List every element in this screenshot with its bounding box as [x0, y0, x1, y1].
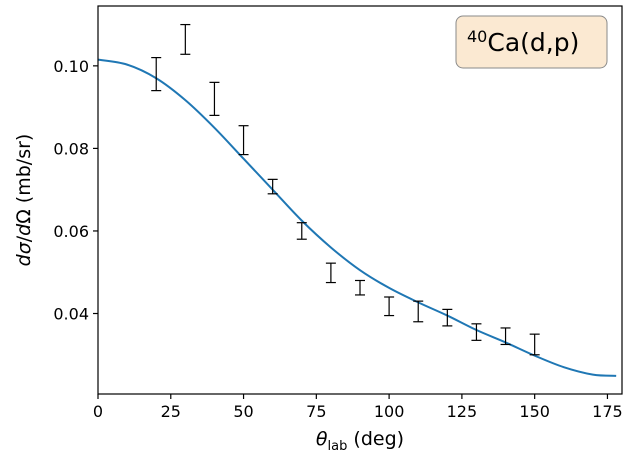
- error-bar: [296, 222, 307, 240]
- y-tick-label: 0.10: [53, 57, 89, 76]
- error-bar: [151, 56, 162, 92]
- x-axis-ticks: 0 25 50 75 100 125 150 175: [93, 394, 623, 421]
- error-bar: [355, 279, 365, 296]
- y-tick-label: 0.06: [53, 222, 89, 241]
- fit-curve: [97, 58, 617, 377]
- x-tick-label: 100: [374, 402, 405, 421]
- x-label-unit: (deg): [347, 428, 404, 450]
- annotation-main-text: Ca(d,p): [487, 28, 579, 57]
- error-bar: [442, 308, 453, 327]
- error-bar: [238, 125, 249, 156]
- error-bar: [471, 323, 482, 341]
- error-bar: [384, 296, 395, 317]
- error-bar: [500, 327, 511, 346]
- error-bar: [325, 262, 336, 284]
- x-label-theta: θ: [316, 428, 328, 450]
- y-label-d: d: [13, 223, 35, 236]
- x-tick-label: 50: [233, 402, 253, 421]
- error-bar-layer: [151, 23, 540, 356]
- error-bar: [529, 333, 540, 356]
- x-tick-label: 75: [306, 402, 326, 421]
- fit-curve-layer: [97, 58, 617, 377]
- annotation-box-frame: [455, 15, 608, 69]
- x-label-subscript: lab: [328, 439, 348, 453]
- x-axis-label: θlab (deg): [316, 428, 404, 453]
- x-tick-label: 25: [161, 402, 181, 421]
- y-tick-label: 0.08: [53, 139, 89, 158]
- error-bar: [180, 23, 191, 55]
- annotation-superscript: 40: [467, 27, 487, 46]
- y-axis-label: dσ/dΩ (mb/sr): [13, 134, 35, 267]
- y-label-slash: /: [13, 235, 35, 242]
- annotation-text: 40Ca(d,p): [467, 27, 579, 57]
- error-bar: [267, 178, 278, 195]
- y-tick-label: 0.04: [53, 305, 89, 324]
- x-tick-label: 0: [93, 402, 103, 421]
- x-tick-label: 125: [447, 402, 478, 421]
- y-label-dsigma: dσ: [13, 241, 35, 266]
- plot-frame: [97, 5, 623, 395]
- y-label-omega-unit: Ω (mb/sr): [13, 134, 35, 224]
- x-tick-label: 150: [519, 402, 550, 421]
- annotation-box: 40Ca(d,p): [455, 15, 608, 69]
- error-bar: [209, 81, 220, 116]
- y-axis-ticks: 0.04 0.06 0.08 0.10: [53, 57, 98, 324]
- error-bar: [413, 300, 424, 323]
- x-tick-label: 175: [592, 402, 623, 421]
